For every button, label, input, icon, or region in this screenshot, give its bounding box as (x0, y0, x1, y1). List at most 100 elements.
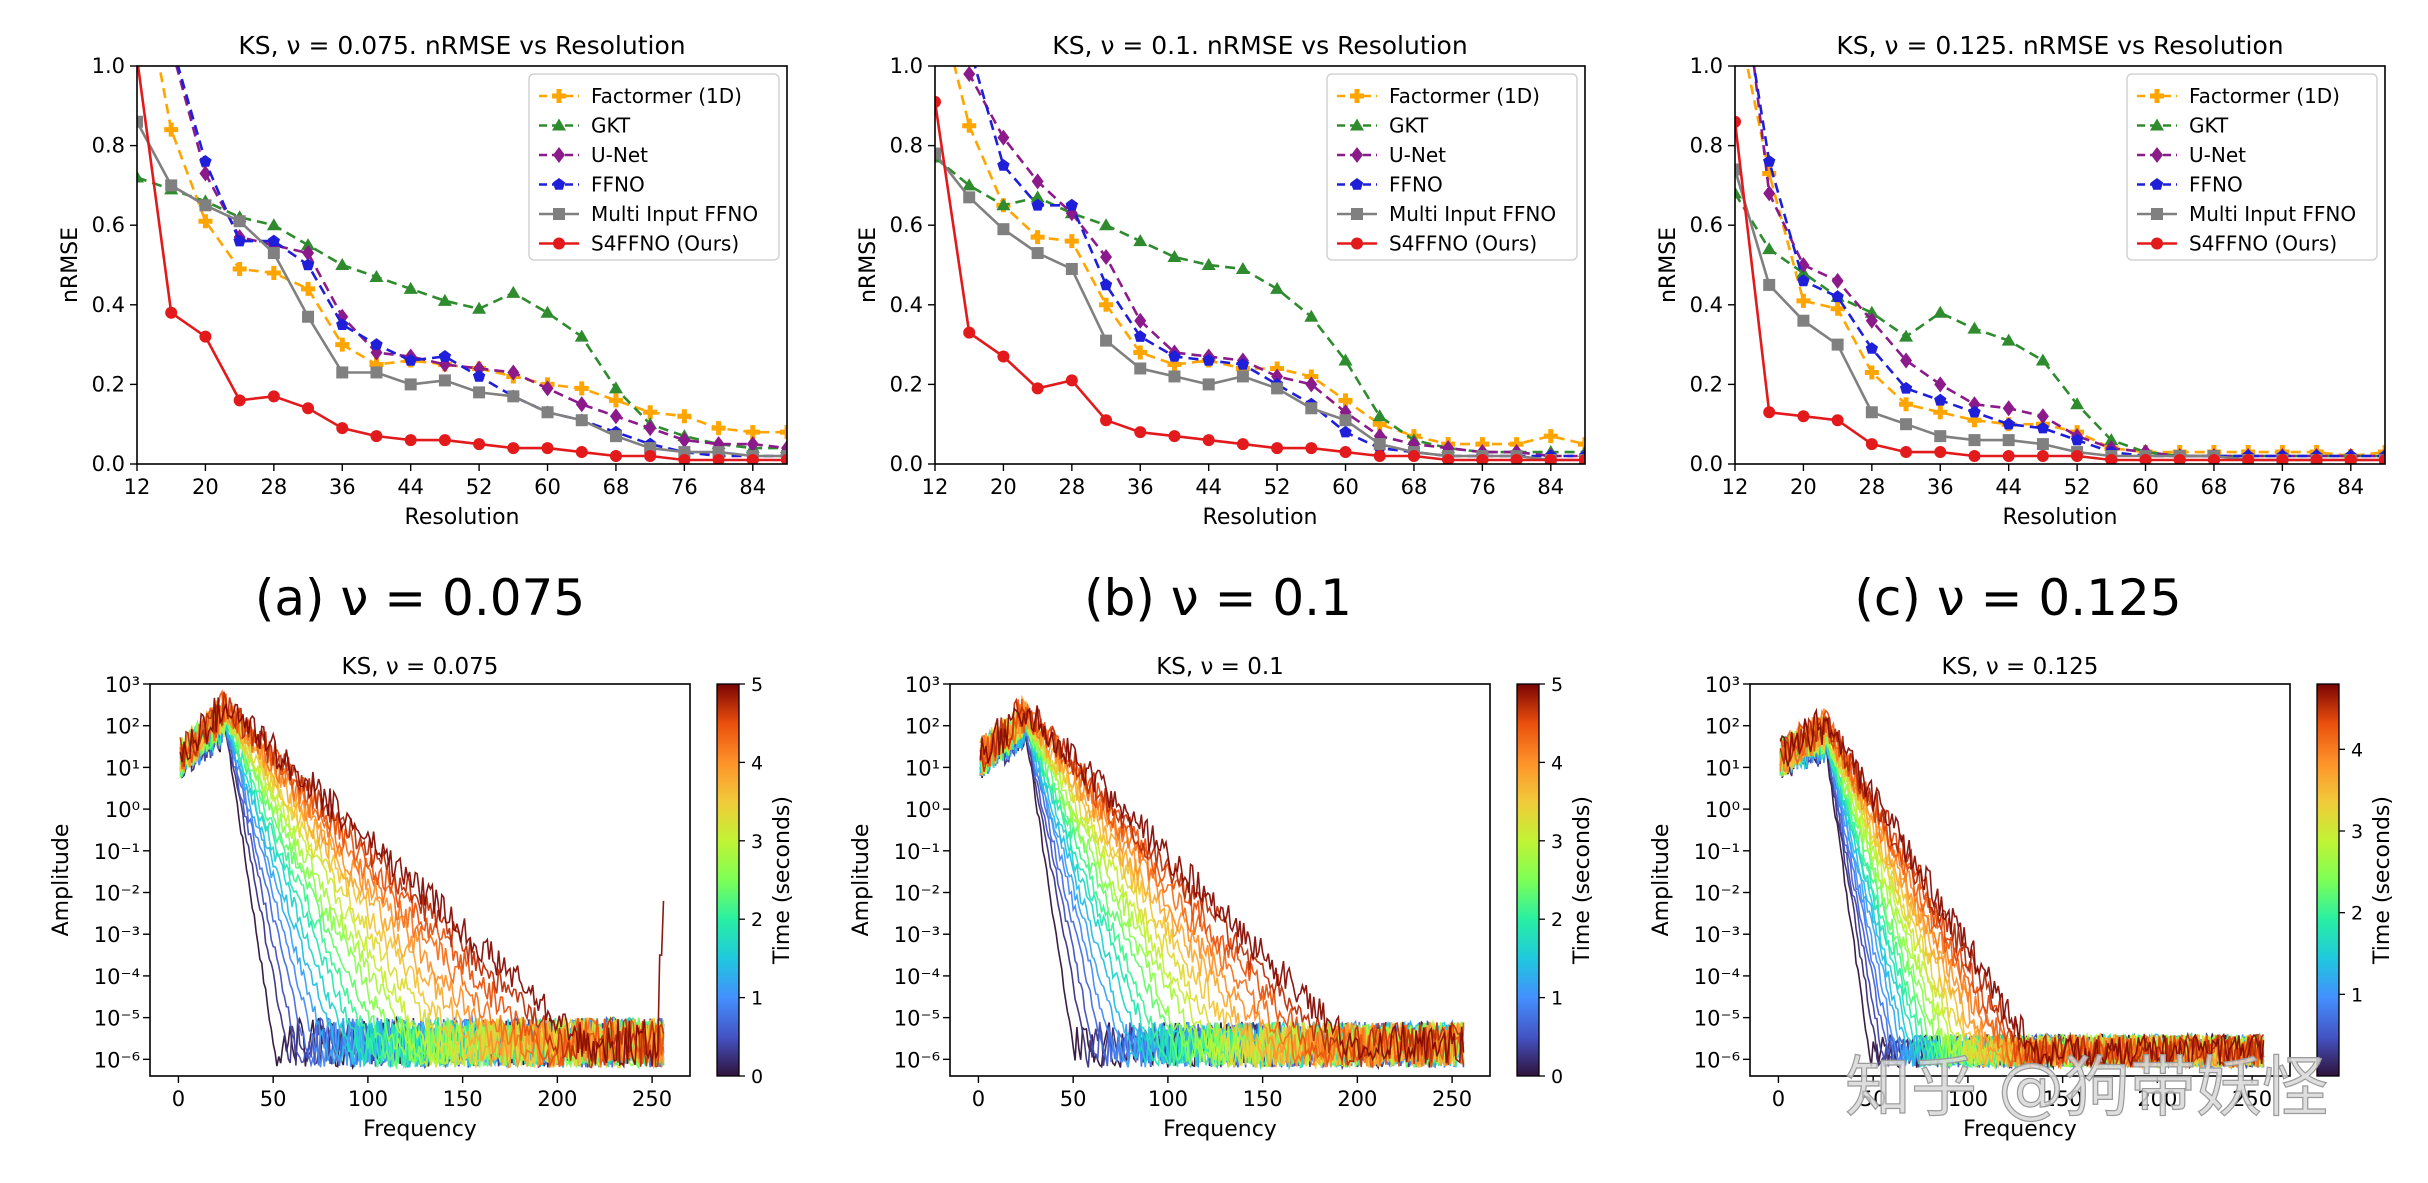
data-point (2242, 454, 2255, 464)
x-tick-label: 50 (1060, 1087, 1087, 1111)
x-tick-label: 44 (397, 475, 424, 499)
data-point (1934, 430, 1947, 443)
data-point (137, 115, 143, 128)
legend-label: Factormer (1D) (2189, 84, 2340, 108)
data-point (1031, 198, 1044, 211)
data-point (404, 354, 417, 366)
data-point (131, 52, 143, 64)
x-tick-label: 68 (603, 475, 630, 499)
axes-frame (934, 65, 1586, 465)
x-tick-label: 36 (329, 475, 356, 499)
x-tick-label: 36 (1127, 475, 1154, 499)
data-point (2036, 421, 2050, 434)
data-point (608, 381, 623, 394)
legend-label: U-Net (591, 143, 648, 167)
data-point (2276, 454, 2289, 464)
data-point (1167, 357, 1182, 372)
y-tick-label: 10³ (905, 673, 940, 697)
data-point (1796, 293, 1811, 308)
legend-marker (1350, 89, 1364, 103)
legend-label: Multi Input FFNO (2189, 202, 2356, 226)
x-tick-label: 50 (1860, 1087, 1887, 1111)
data-point (1831, 338, 1844, 351)
x-tick-label: 28 (1058, 475, 1085, 499)
x-tick-label: 20 (990, 475, 1017, 499)
data-point (1865, 342, 1878, 354)
legend-marker (552, 118, 566, 131)
data-point (2105, 454, 2118, 464)
data-point (1967, 321, 1982, 334)
data-point (1797, 274, 1810, 287)
y-tick-label: 0.8 (92, 134, 125, 158)
x-tick-label: 12 (124, 475, 151, 499)
legend-entry: Factormer (1D) (2137, 84, 2340, 108)
data-point (1134, 426, 1147, 439)
data-point (1202, 378, 1215, 391)
legend-marker (2151, 147, 2163, 163)
x-tick-label: 20 (192, 475, 219, 499)
y-tick-label: 0.6 (1690, 213, 1723, 237)
y-tick-label: 10³ (105, 673, 140, 697)
data-point (1407, 450, 1420, 463)
data-point (935, 147, 941, 160)
data-point (574, 381, 589, 396)
x-axis-label: Resolution (2003, 505, 2118, 530)
data-point (1968, 434, 1981, 447)
data-point (472, 369, 486, 382)
data-point (1065, 198, 1078, 211)
legend-entry: FFNO (2137, 173, 2243, 197)
legend-entry: U-Net (539, 143, 648, 167)
x-tick-label: 250 (2232, 1087, 2272, 1111)
y-tick-label: 10² (105, 715, 140, 739)
data-point (1372, 417, 1387, 432)
data-point (963, 326, 976, 339)
chart-title: KS, ν = 0.075. nRMSE vs Resolution (238, 31, 685, 60)
legend-label: U-Net (1389, 143, 1446, 167)
data-point (678, 454, 691, 464)
data-point (1133, 345, 1148, 360)
data-point (997, 350, 1010, 363)
data-point (336, 422, 349, 435)
legend-box (528, 73, 780, 261)
data-point (1099, 278, 1113, 291)
data-point (1442, 454, 1455, 464)
data-point (266, 265, 281, 280)
series-s4ffno-ours (131, 52, 787, 464)
data-point (1236, 370, 1249, 383)
data-point (472, 301, 487, 314)
axes-frame (1734, 65, 2386, 465)
y-tick-label: 0.2 (890, 372, 923, 396)
y-tick-label: 0.0 (92, 452, 125, 476)
legend-entry: S4FFNO (Ours) (2137, 232, 2337, 256)
data-point (1735, 163, 1741, 176)
data-point (2310, 454, 2323, 464)
data-point (1900, 418, 1913, 431)
y-axis-label: Amplitude (49, 824, 74, 937)
y-tick-label: 10² (1705, 715, 1740, 739)
data-point (541, 380, 554, 397)
legend-entry: Multi Input FFNO (539, 202, 758, 226)
data-point (2070, 397, 2085, 410)
data-point (1967, 413, 1982, 428)
x-tick-label: 200 (2137, 1087, 2177, 1111)
y-tick-label: 10⁻⁶ (1694, 1048, 1740, 1072)
legend-label: U-Net (2189, 143, 2246, 167)
data-point (267, 247, 280, 260)
legend-label: GKT (591, 114, 631, 138)
data-point (1100, 414, 1113, 427)
data-point (609, 408, 622, 425)
axes-frame (149, 683, 691, 1077)
x-tick-label: 36 (1927, 475, 1954, 499)
colorbar-tick-label: 4 (2351, 739, 2363, 761)
data-point (1338, 393, 1353, 408)
data-point (1934, 393, 1947, 406)
data-point (336, 318, 349, 330)
data-point (507, 442, 520, 455)
data-point (2207, 454, 2220, 464)
colorbar-tick-label: 0 (1551, 1066, 1563, 1088)
x-tick-label: 52 (1264, 475, 1291, 499)
data-point (1201, 258, 1216, 270)
plot-area (179, 689, 665, 1070)
series-line (175, 66, 787, 450)
